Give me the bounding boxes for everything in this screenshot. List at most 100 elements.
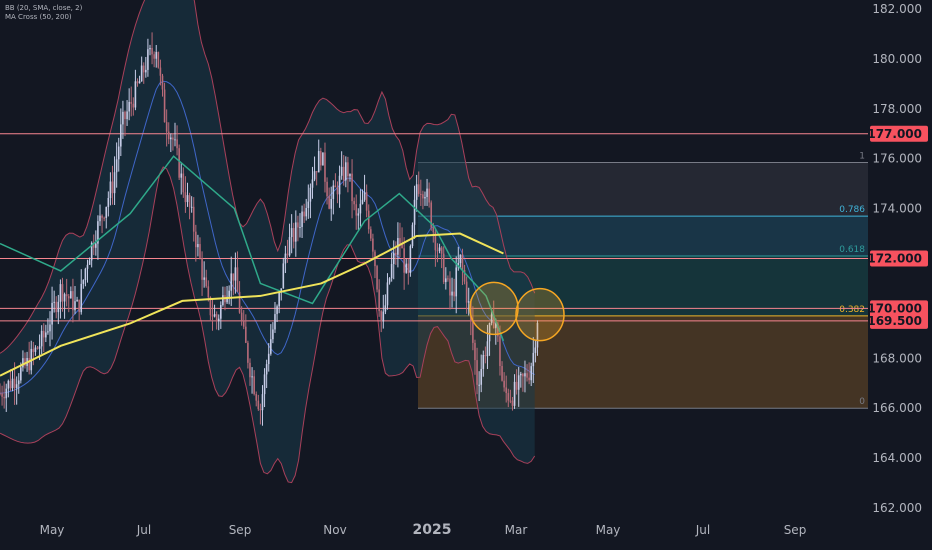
candle-body [38, 346, 41, 349]
candle-body [24, 358, 26, 366]
candle-body [126, 111, 128, 120]
candle-body [153, 54, 155, 59]
candle-body [367, 210, 370, 230]
candle-body [349, 173, 351, 177]
candle-body [82, 280, 85, 284]
candle-body [236, 267, 239, 292]
candle-body [455, 267, 458, 297]
candle-body [113, 172, 116, 194]
candle-body [172, 137, 174, 140]
candle-body [7, 380, 10, 389]
candle-body [370, 229, 372, 239]
candle-body [257, 400, 260, 410]
candle-body [3, 396, 5, 399]
x-tick-label: Mar [505, 523, 528, 537]
candle-body [463, 269, 466, 282]
candle-body [157, 52, 160, 68]
candle-body [128, 101, 130, 112]
x-tick-label: May [596, 523, 621, 537]
highlight-circle [469, 281, 519, 336]
candle-body [145, 69, 147, 73]
candle-body [317, 151, 320, 173]
candle-body [345, 162, 347, 181]
candle-body [220, 305, 222, 319]
candle-body [45, 332, 47, 338]
candle-body [461, 254, 464, 270]
candle-body [65, 294, 68, 297]
price-badge-label: 172.000 [867, 252, 922, 266]
candle-body [261, 394, 264, 411]
candle-body [328, 196, 330, 209]
x-tick-label: May [40, 523, 65, 537]
candle-body [251, 376, 253, 378]
candle-body [403, 248, 405, 273]
candle-body [405, 263, 408, 273]
fib-level-label: 1 [859, 151, 865, 161]
candle-body [449, 278, 451, 296]
candle-body [505, 387, 508, 394]
candle-body [459, 254, 462, 264]
candle-body [501, 366, 503, 381]
candle-body [74, 301, 76, 311]
candle-body [180, 173, 183, 178]
candle-body [103, 217, 105, 219]
price-badge [870, 300, 928, 317]
candle-body [176, 139, 178, 149]
y-tick-label: 168.000 [872, 351, 922, 365]
candle-body [167, 131, 170, 140]
candle-body [134, 81, 137, 108]
candle-body [122, 111, 124, 125]
candle-body [472, 320, 474, 343]
candle-body [61, 284, 64, 302]
y-tick-label: 162.000 [872, 501, 922, 515]
candle-body [284, 253, 287, 264]
candle-body [351, 173, 353, 202]
candle-body [315, 171, 318, 173]
candle-body [226, 296, 228, 303]
candle-body [301, 211, 303, 227]
y-tick-label: 166.000 [872, 401, 922, 415]
candle-body [384, 305, 387, 312]
candle-body [0, 393, 1, 395]
candle-body [422, 194, 424, 199]
ma-legend-label[interactable]: MA Cross (50, 200) [5, 13, 72, 21]
candle-body [17, 380, 20, 385]
candle-body [228, 290, 230, 297]
candle-body [445, 278, 447, 283]
candle-body [390, 264, 393, 279]
candle-body [161, 75, 164, 90]
candle-body [320, 151, 322, 166]
candle-body [70, 291, 72, 299]
horizontal-lines[interactable] [0, 133, 868, 322]
candle-body [338, 175, 341, 195]
price-badge [870, 125, 928, 142]
candle-body [313, 171, 316, 180]
candle-body [311, 179, 314, 188]
candle-body [432, 227, 435, 233]
candle-body [259, 409, 262, 411]
bb-legend-label[interactable]: BB (20, SMA, close, 2) [5, 4, 83, 12]
candle-body [120, 124, 122, 147]
candle-body [15, 384, 18, 388]
candle-body [336, 187, 339, 195]
x-tick-label: 2025 [413, 522, 452, 538]
candle-body [207, 286, 210, 298]
candle-body [372, 238, 374, 252]
candle-body [378, 289, 380, 312]
candle-body [282, 263, 285, 289]
candle-body [72, 291, 74, 311]
candle-body [51, 302, 53, 325]
annotations[interactable] [469, 281, 565, 342]
ma200-line [0, 232, 504, 377]
candle-body [165, 122, 168, 132]
candle-body [286, 253, 289, 256]
candle-body [511, 400, 514, 406]
candle-body [276, 306, 278, 315]
candle-body [49, 324, 51, 332]
candle-body [536, 322, 539, 348]
candle-body [420, 193, 422, 195]
bb-lower [0, 166, 536, 484]
candle-body [447, 278, 449, 280]
candle-body [465, 281, 468, 303]
